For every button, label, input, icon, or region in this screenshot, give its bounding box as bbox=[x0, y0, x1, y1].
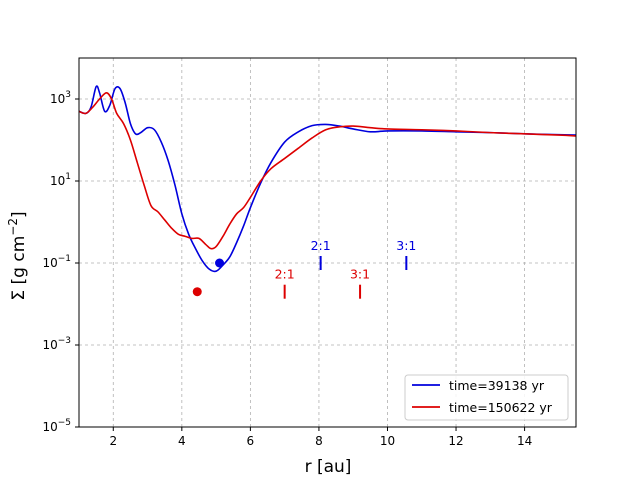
x-tick-label: 10 bbox=[380, 434, 395, 448]
y-tick-exponent: −1 bbox=[58, 254, 71, 264]
y-tick-label: 10−3 bbox=[42, 336, 71, 352]
resonance-label: 2:1 bbox=[275, 267, 295, 282]
x-tick-label: 6 bbox=[247, 434, 255, 448]
planet-marker bbox=[192, 287, 202, 297]
legend: time=39138 yr time=150622 yr bbox=[404, 374, 569, 421]
y-tick-base: 10 bbox=[42, 338, 57, 352]
y-tick-exponent: −5 bbox=[58, 418, 71, 428]
y-tick-label: 10−1 bbox=[42, 254, 71, 270]
resonance-label: 2:1 bbox=[311, 238, 331, 253]
legend-label-series-1: time=39138 yr bbox=[449, 378, 545, 393]
resonance-annotations: 2:1 3:1 2:1 3:1 bbox=[275, 238, 416, 299]
resonance-label: 3:1 bbox=[350, 267, 370, 282]
legend-box bbox=[404, 374, 569, 421]
y-tick-label: 10−5 bbox=[42, 418, 71, 434]
series-lines bbox=[79, 85, 576, 273]
y-tick-exponent: 1 bbox=[65, 172, 71, 182]
series-line-2 bbox=[79, 92, 576, 250]
series-line-1 bbox=[79, 85, 576, 273]
markers bbox=[192, 258, 225, 297]
y-tick-base: 10 bbox=[50, 92, 65, 106]
y-axis-label-main: Σ [g cm bbox=[9, 236, 29, 301]
planet-marker bbox=[215, 258, 225, 268]
x-axis-label: r [au] bbox=[305, 457, 352, 477]
y-tick-label: 103 bbox=[50, 90, 71, 106]
grid bbox=[79, 58, 576, 428]
y-tick-base: 10 bbox=[50, 174, 65, 188]
x-tick-label: 4 bbox=[178, 434, 186, 448]
plot-frame bbox=[78, 57, 577, 428]
x-tick-label: 8 bbox=[315, 434, 323, 448]
y-axis-label-exponent: −2 bbox=[6, 218, 20, 236]
resonance-label: 3:1 bbox=[396, 238, 416, 253]
y-axis-label-close: ] bbox=[9, 211, 29, 218]
y-tick-base: 10 bbox=[42, 420, 57, 434]
x-tick-label: 14 bbox=[517, 434, 532, 448]
y-tick-exponent: 3 bbox=[65, 90, 71, 100]
legend-label-series-2: time=150622 yr bbox=[449, 400, 553, 415]
x-tick-label: 2 bbox=[109, 434, 117, 448]
y-tick-exponent: −3 bbox=[58, 336, 71, 346]
x-tick-label: 12 bbox=[448, 434, 463, 448]
y-axis-label: Σ [g cm−2] bbox=[6, 211, 29, 300]
y-tick-label: 101 bbox=[50, 172, 71, 188]
y-tick-base: 10 bbox=[42, 256, 57, 270]
